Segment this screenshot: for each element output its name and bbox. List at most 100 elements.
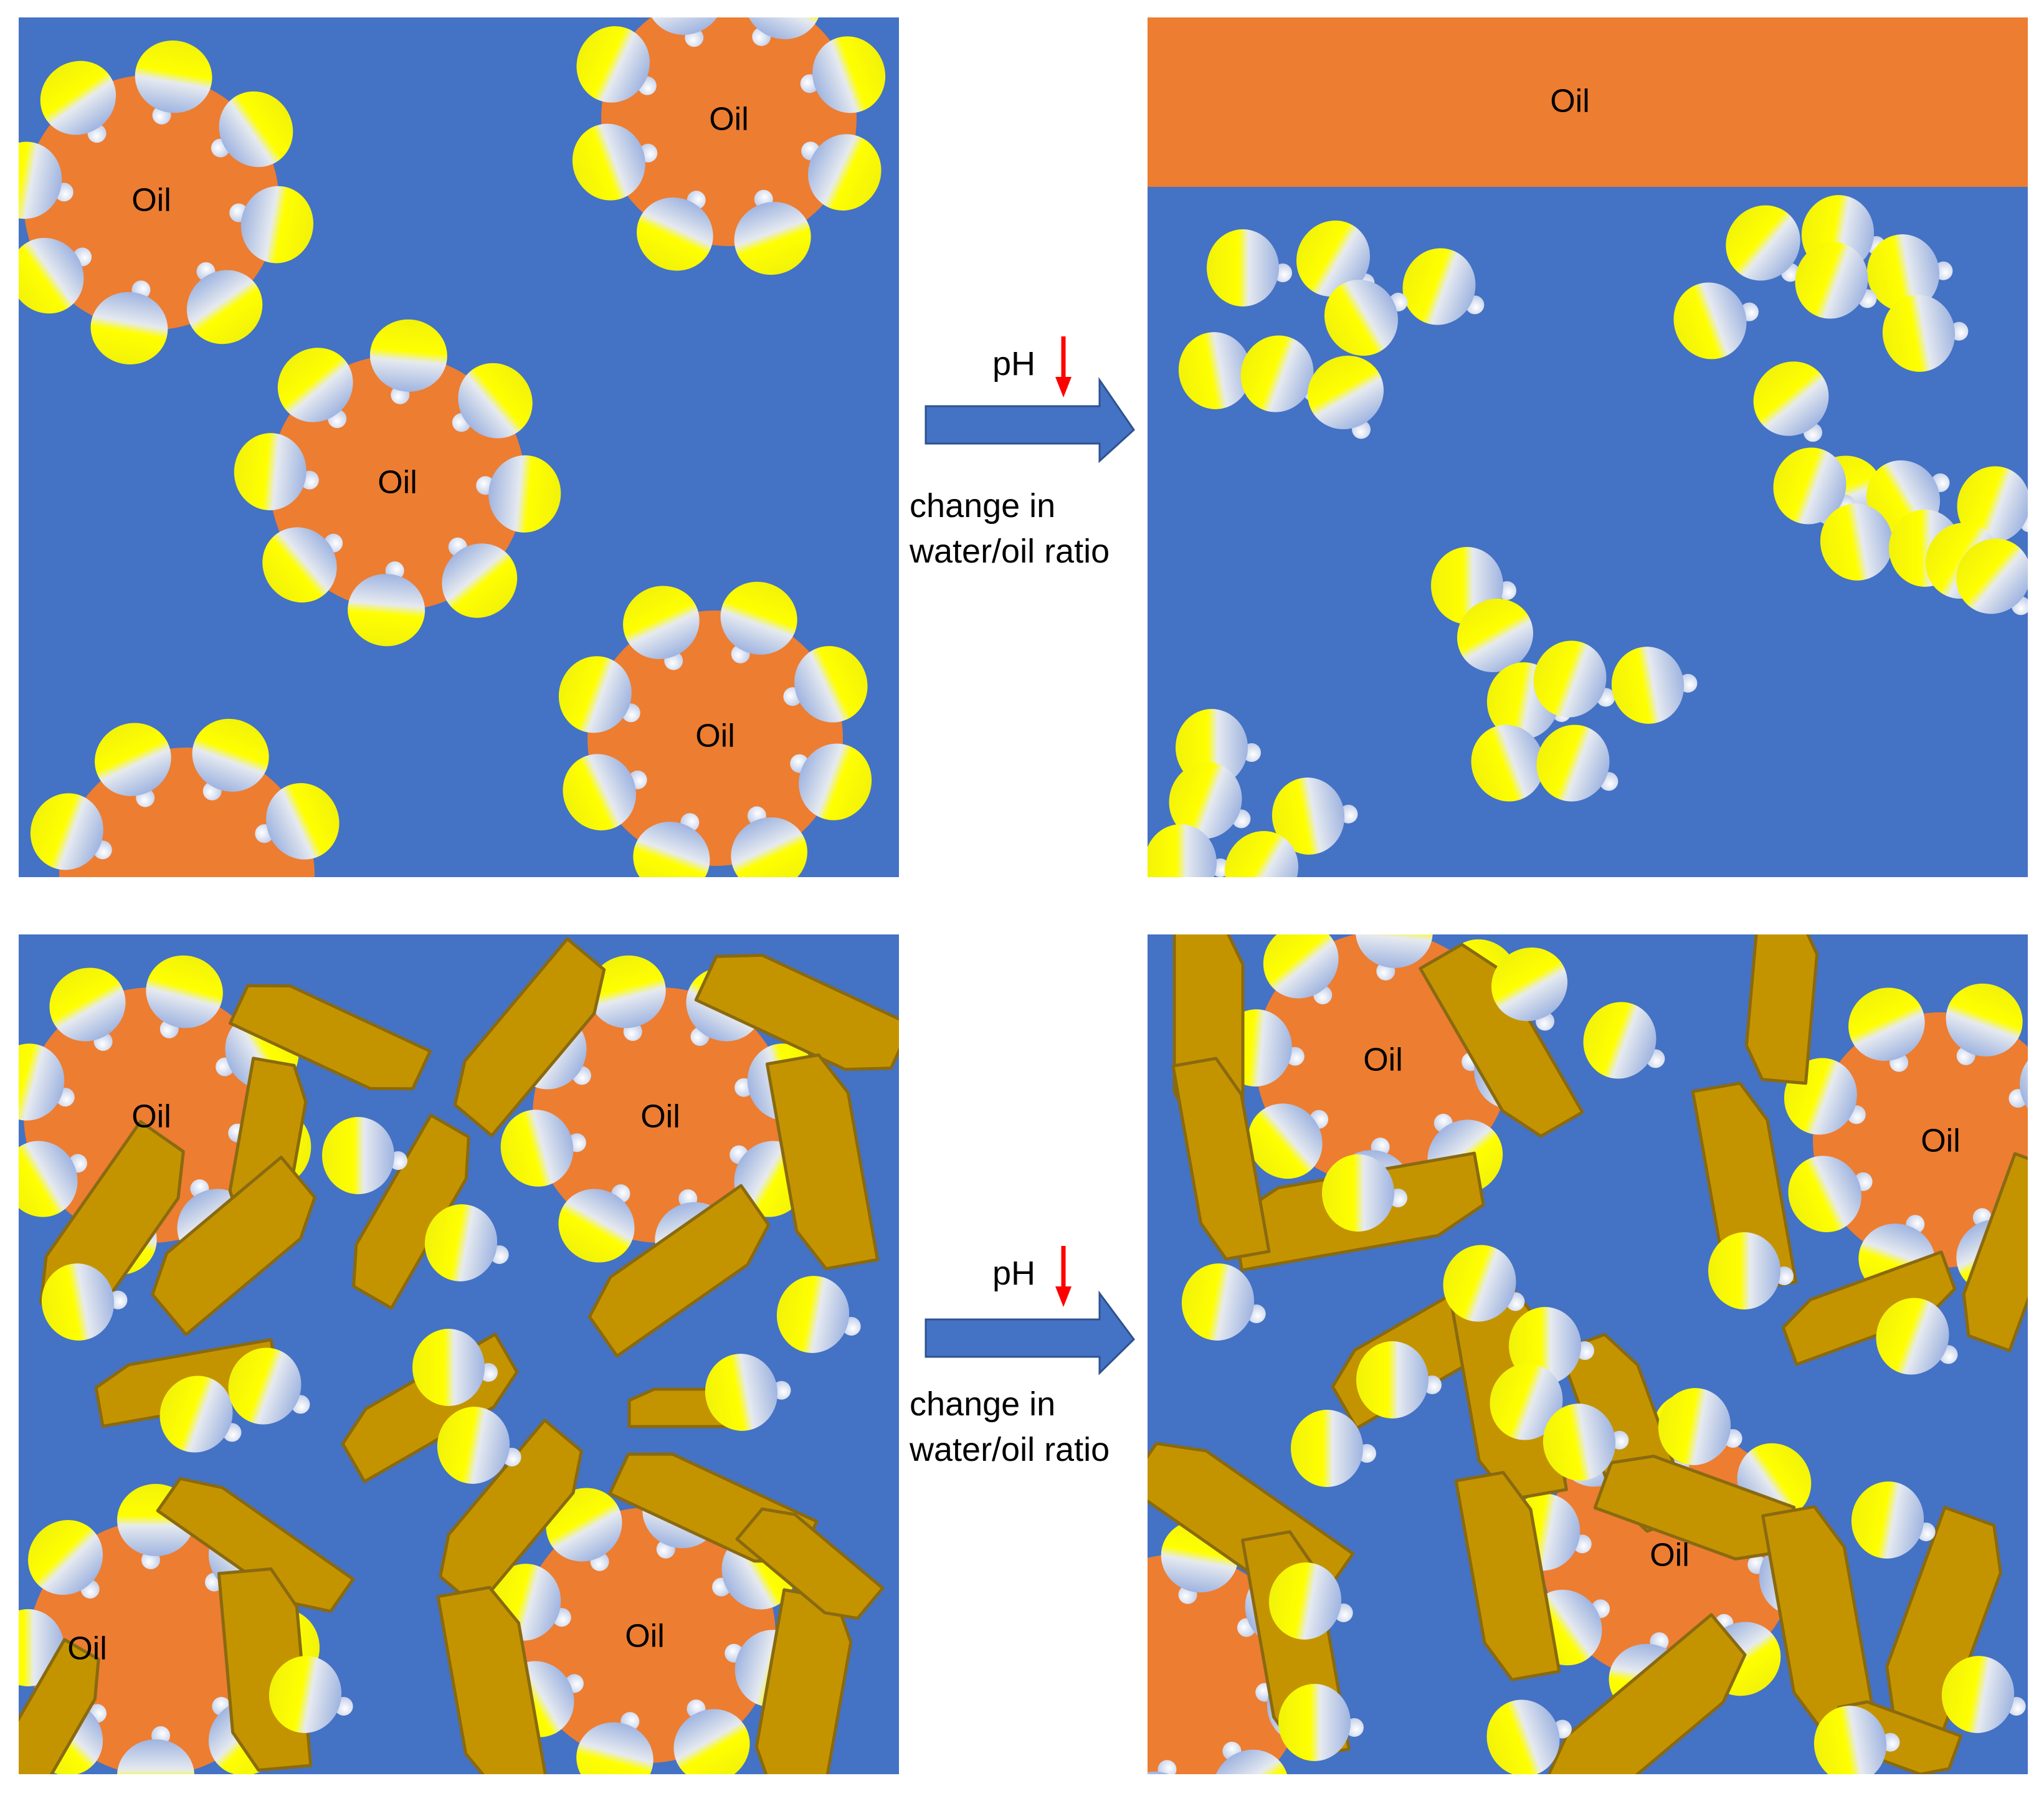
surfactant-molecule-icon bbox=[442, 537, 518, 618]
surfactant-molecule-icon bbox=[576, 26, 657, 103]
change-label-line1: change in bbox=[910, 487, 1055, 525]
surfactant-molecule-icon bbox=[776, 1276, 861, 1353]
clay-platelet-icon bbox=[694, 953, 899, 1071]
surfactant-molecule-icon bbox=[1009, 1615, 1106, 1706]
surfactant-molecule-icon bbox=[1956, 538, 2028, 615]
surfactant-molecule-icon bbox=[647, 17, 724, 47]
oil-label: Oil bbox=[1363, 1042, 1403, 1078]
clay-platelet-icon bbox=[453, 937, 606, 1138]
change-label-line2: water/oil ratio bbox=[909, 1431, 1110, 1468]
surfactant-molecule-icon bbox=[1941, 1656, 2026, 1733]
oil-droplet bbox=[601, 17, 857, 246]
oil-label: Oil bbox=[625, 1618, 665, 1655]
surfactant-molecule-icon bbox=[322, 1117, 407, 1194]
surfactant-molecule-icon bbox=[1486, 1699, 1572, 1774]
surfactant-molecule-icon bbox=[146, 955, 223, 1038]
surfactant-molecule-icon bbox=[1882, 295, 1969, 372]
surfactant-molecule-icon bbox=[234, 433, 319, 511]
surfactant-molecule-icon bbox=[744, 17, 821, 46]
bottom-left-clay-emulsion: Oil Oil Oil Oil bbox=[19, 937, 899, 1774]
surfactant-molecule-icon bbox=[1181, 1263, 1266, 1341]
surfactant-molecule-icon bbox=[117, 1726, 194, 1774]
surfactant-molecule-icon bbox=[790, 743, 872, 820]
clay-platelet-icon bbox=[436, 1585, 547, 1774]
surfactant-molecule-icon bbox=[1355, 934, 1433, 981]
surfactant-molecule-icon bbox=[1795, 242, 1877, 319]
surfactant-molecule-icon bbox=[49, 967, 126, 1051]
surfactant-molecule-icon bbox=[1957, 466, 2028, 543]
surfactant-molecule-icon bbox=[1658, 1388, 1742, 1465]
surfactant-molecule-icon bbox=[369, 319, 447, 404]
surfactant-molecule-icon bbox=[1866, 234, 1953, 311]
surfactant-molecule-icon bbox=[19, 237, 92, 314]
surfactant-molecule-icon bbox=[1708, 1232, 1794, 1309]
clay-platelet-icon bbox=[156, 1476, 355, 1613]
surfactant-molecule-icon bbox=[673, 1699, 750, 1774]
surfactant-molecule-icon bbox=[228, 1347, 310, 1425]
change-label-line2: water/oil ratio bbox=[909, 533, 1110, 570]
surfactant-molecule-icon bbox=[1052, 1526, 1164, 1640]
surfactant-molecule-icon bbox=[1263, 934, 1339, 1005]
surfactant-molecule-icon bbox=[19, 1141, 87, 1217]
surfactant-molecule-icon bbox=[558, 1184, 635, 1263]
surfactant-molecule-icon bbox=[800, 36, 886, 113]
oil-label: Oil bbox=[67, 1631, 107, 1667]
surfactant-molecule-icon bbox=[229, 186, 314, 264]
surfactant-molecule-icon bbox=[1876, 1298, 1958, 1375]
surfactant-molecule-icon bbox=[1946, 983, 2023, 1065]
surfactant-molecule-icon bbox=[1268, 1562, 1353, 1640]
surfactant-molecule-icon bbox=[576, 1712, 654, 1774]
clay-platelet-icon bbox=[1744, 934, 1819, 1085]
surfactant-molecule-icon bbox=[563, 754, 647, 830]
surfactant-molecule-icon bbox=[1851, 1481, 1936, 1559]
surfactant-molecule-icon bbox=[135, 40, 212, 125]
surfactant-molecule-icon bbox=[637, 191, 713, 271]
process-arrow-bottom: pH change in water/oil ratio bbox=[909, 1246, 1135, 1468]
surfactant-molecule-icon bbox=[1356, 1341, 1442, 1418]
surfactant-molecule-icon bbox=[437, 1407, 521, 1484]
surfactant-molecule-icon bbox=[1611, 647, 1698, 724]
surfactant-molecule-icon bbox=[633, 813, 710, 877]
oil-droplet bbox=[24, 75, 279, 330]
surfactant-molecule-icon bbox=[348, 561, 425, 647]
oil-layer bbox=[1148, 17, 2028, 187]
surfactant-molecule-icon bbox=[1443, 1245, 1525, 1322]
surfactant-molecule-icon bbox=[452, 363, 533, 439]
oil-droplet bbox=[520, 1508, 776, 1763]
oil-label: Oil bbox=[1921, 1123, 1961, 1159]
clay-platelet-icon bbox=[1171, 1057, 1271, 1261]
surfactant-molecule-icon bbox=[572, 123, 658, 201]
surfactant-molecule-icon bbox=[623, 586, 700, 670]
oil-label: Oil bbox=[695, 718, 735, 754]
clay-platelet-icon bbox=[735, 1507, 885, 1620]
surfactant-molecule-icon bbox=[546, 1488, 622, 1571]
surfactant-molecule-icon bbox=[2008, 1048, 2028, 1124]
oil-label: Oil bbox=[640, 1099, 680, 1135]
surfactant-molecule-icon bbox=[95, 723, 171, 807]
surfactant-molecule-icon bbox=[1169, 762, 1251, 839]
surfactant-molecule-icon bbox=[1307, 355, 1384, 439]
surfactant-molecule-icon bbox=[500, 1109, 586, 1187]
surfactant-molecule-icon bbox=[1848, 987, 1925, 1072]
oil-label: Oil bbox=[131, 183, 171, 219]
surfactant-molecule-icon bbox=[476, 455, 561, 533]
surfactant-molecule-icon bbox=[1324, 279, 1408, 356]
surfactant-molecule-icon bbox=[1207, 229, 1292, 306]
surfactant-molecule-icon bbox=[589, 955, 666, 1041]
surfactant-molecule-icon bbox=[269, 1656, 353, 1733]
surfactant-molecule-icon bbox=[1543, 1404, 1629, 1481]
top-left-emulsion: Oil Oil Oil Oil bbox=[19, 17, 886, 877]
surfactant-molecule-icon bbox=[1224, 830, 1299, 877]
surfactant-molecule-icon bbox=[30, 793, 112, 870]
clay-platelet-icon bbox=[1962, 1152, 2028, 1352]
surfactant-molecule-icon bbox=[1278, 1684, 1364, 1761]
surfactant-molecule-icon bbox=[186, 262, 263, 344]
surfactant-molecule-icon bbox=[41, 1263, 128, 1341]
process-arrow-icon bbox=[925, 1290, 1135, 1376]
surfactant-molecule-icon bbox=[1402, 248, 1485, 325]
surfactant-molecule-icon bbox=[1583, 1002, 1665, 1079]
surfactant-molecule-icon bbox=[1322, 1154, 1407, 1232]
surfactant-molecule-icon bbox=[1788, 1156, 1873, 1232]
clay-platelet-icon bbox=[1454, 1471, 1561, 1681]
clay-platelet-icon bbox=[587, 1184, 771, 1358]
